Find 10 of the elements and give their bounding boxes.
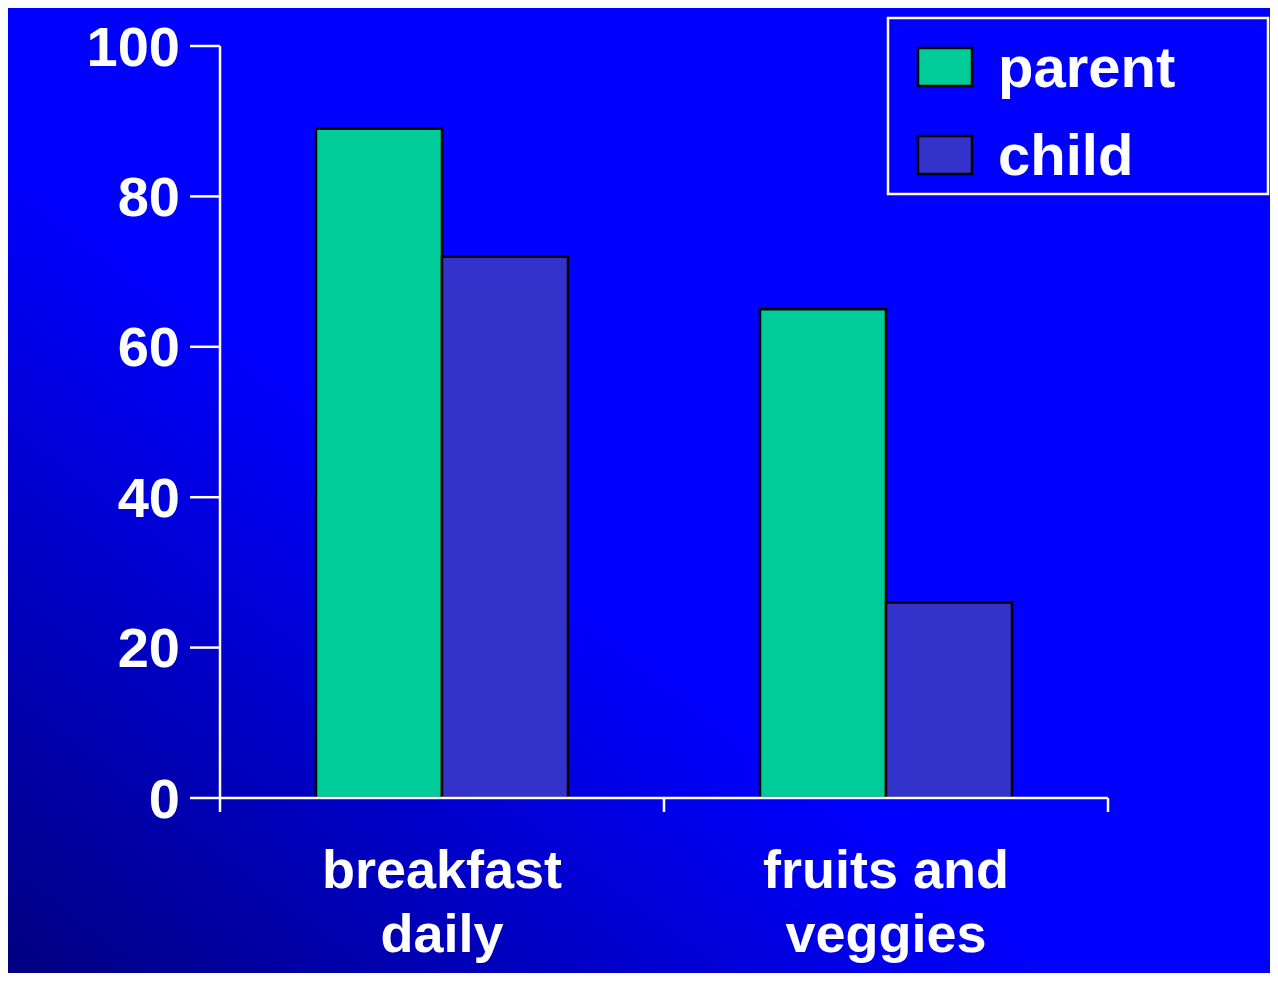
y-tick-label: 100 xyxy=(86,14,180,78)
x-tick-label: breakfast daily xyxy=(321,839,563,963)
y-tick-label: 80 xyxy=(117,165,180,228)
x-tick-label: fruits and veggies xyxy=(762,839,1010,963)
legend-label: child xyxy=(998,122,1134,188)
y-tick-label: 0 xyxy=(148,766,180,830)
y-tick-label: 20 xyxy=(117,616,180,680)
legend-label: parent xyxy=(998,34,1176,100)
y-tick-label: 60 xyxy=(117,315,180,379)
y-tick-label: 40 xyxy=(117,465,180,529)
